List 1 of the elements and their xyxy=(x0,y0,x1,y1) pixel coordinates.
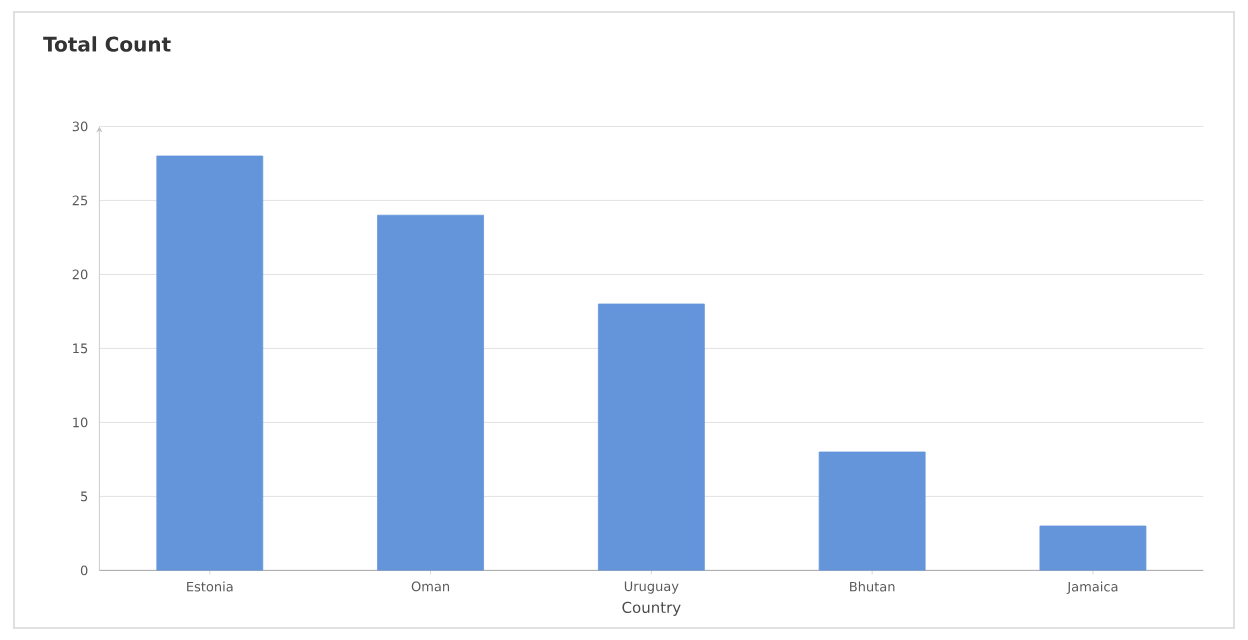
chart-title: Total Count xyxy=(43,36,171,52)
